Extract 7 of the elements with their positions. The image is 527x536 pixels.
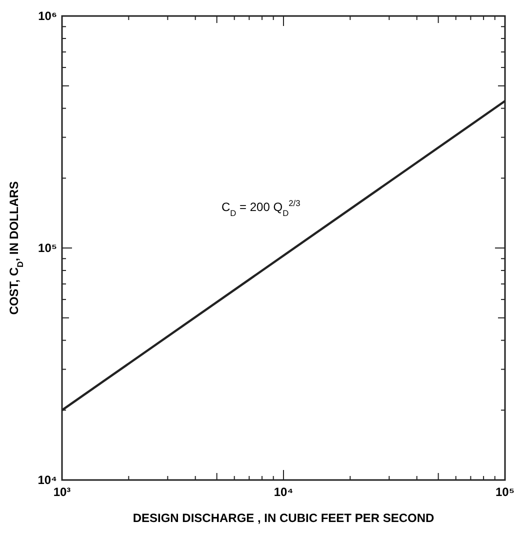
x-tick-label: 10⁴: [274, 485, 294, 499]
x-tick-label: 10³: [53, 485, 71, 499]
y-tick-label: 10⁶: [38, 9, 57, 23]
y-tick-label: 10⁵: [38, 241, 57, 255]
y-tick-label: 10⁴: [38, 473, 58, 487]
x-axis-title: DESIGN DISCHARGE , IN CUBIC FEET PER SECOND: [132, 511, 435, 525]
x-tick-label: 10⁵: [496, 485, 514, 499]
